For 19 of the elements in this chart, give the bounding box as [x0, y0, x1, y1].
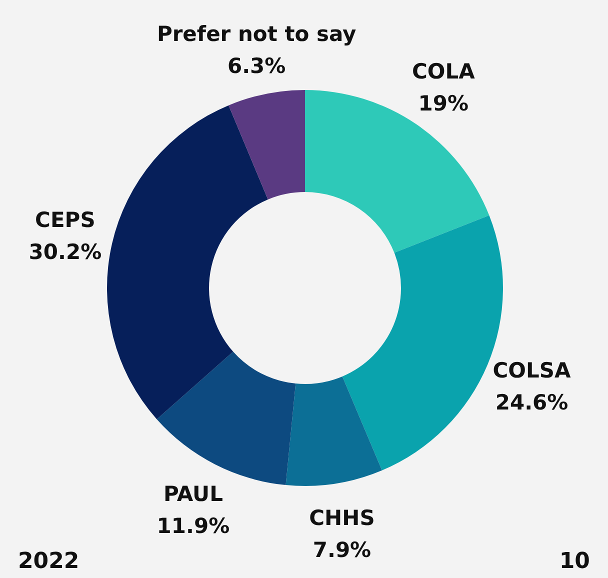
slice-label: COLA [412, 60, 476, 84]
donut-slice [286, 376, 382, 486]
slice-label: CHHS [309, 506, 375, 530]
slice-label: CEPS [35, 208, 96, 232]
data-label: 6.3% [227, 54, 286, 78]
slice-label: Prefer not to say [156, 22, 357, 46]
data-label: 30.2% [28, 240, 102, 264]
slice-label: COLSA [492, 358, 572, 382]
donut-slice [156, 352, 296, 486]
text: 10 [559, 549, 590, 574]
donut-slice [228, 90, 305, 200]
data-label: 24.6% [495, 390, 568, 414]
data-label: 7.9% [312, 538, 372, 562]
slice-label: PAUL [163, 482, 223, 506]
text: 2022 [18, 549, 80, 574]
data-label: 11.9% [156, 514, 230, 538]
data-label: 19% [418, 92, 469, 116]
donut-slice [107, 105, 268, 420]
donut-slice [305, 90, 490, 253]
